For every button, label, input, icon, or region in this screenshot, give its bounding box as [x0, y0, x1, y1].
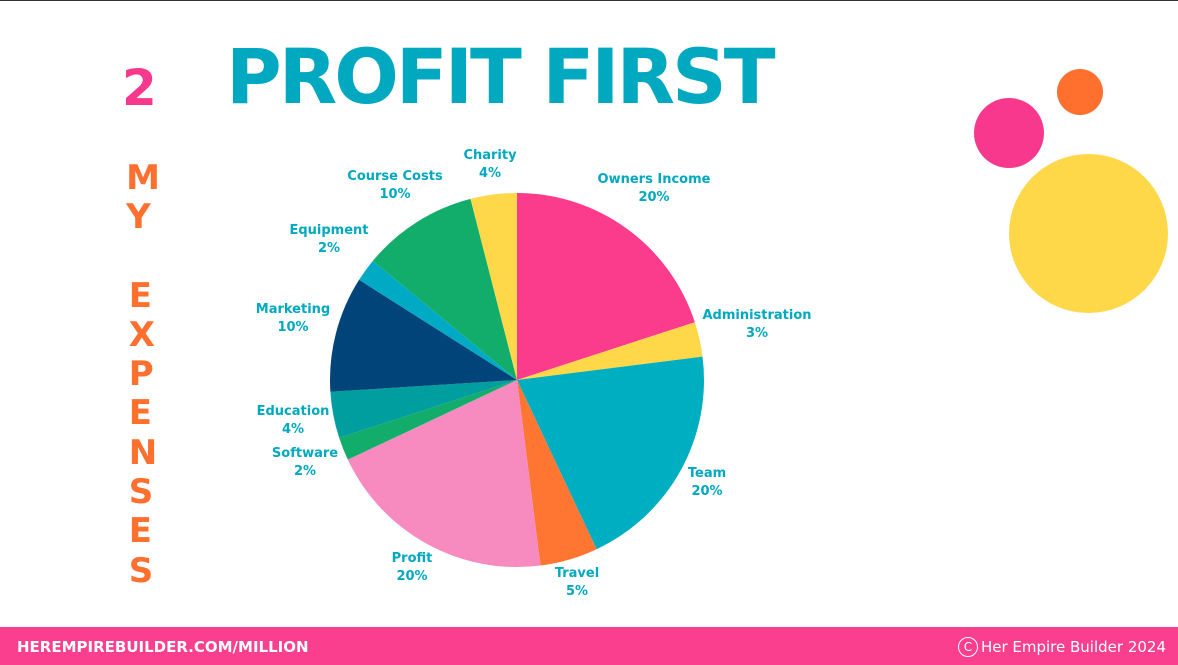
- pie-slice-owners-income: [517, 193, 695, 380]
- slice-label: Course Costs: [347, 169, 443, 184]
- pie-chart: Owners Income 20% Administration 3% Team 20% T…: [256, 148, 812, 599]
- slice-percent-label: 20%: [638, 190, 669, 205]
- slice-percent-label: 3%: [746, 326, 768, 341]
- pie-slice-software: [339, 380, 517, 460]
- vertical-letter: E: [128, 393, 152, 434]
- slice-label: Charity: [463, 148, 517, 163]
- pie-slice-charity: [470, 193, 517, 380]
- decor-circle-pink: [974, 98, 1044, 168]
- vertical-letter: S: [128, 550, 154, 591]
- slice-percent-label: 20%: [691, 484, 722, 499]
- pie-slice-administration: [517, 322, 703, 380]
- pie-slice-travel: [517, 380, 597, 566]
- vertical-letter: E: [128, 511, 152, 552]
- footer-bar: HEREMPIREBUILDER.COM/MILLION C Her Empir…: [0, 627, 1178, 665]
- pie-slice-marketing: [330, 279, 517, 392]
- slice-percent-label: 2%: [294, 464, 316, 479]
- slice-percent-label: 10%: [379, 187, 410, 202]
- footer-copyright: C Her Empire Builder 2024: [957, 637, 1166, 657]
- slice-percent-label: 20%: [396, 569, 427, 584]
- decor-circle-yellow: [1009, 154, 1168, 313]
- copyright-text: Her Empire Builder 2024: [980, 638, 1166, 656]
- slice-percent-label: 5%: [566, 584, 588, 599]
- slice-label: Administration: [702, 308, 811, 323]
- pie-slice-equipment: [359, 260, 517, 380]
- vertical-letter: S: [128, 472, 154, 513]
- vertical-letter: E: [128, 275, 152, 316]
- slice-label: Equipment: [289, 223, 368, 238]
- slice-label: Travel: [555, 566, 599, 581]
- slice-label: Education: [257, 404, 330, 419]
- slice-label: Owners Income: [598, 172, 711, 187]
- pie-slice-profit: [347, 380, 541, 567]
- decor-circle-orange: [1057, 69, 1103, 115]
- pie-slice-education: [330, 380, 517, 438]
- pie-slice-team: [517, 356, 704, 550]
- slice-percent-label: 10%: [277, 320, 308, 335]
- vertical-letter: X: [128, 314, 155, 355]
- vertical-letter: P: [128, 354, 154, 395]
- slide-title: PROFIT FIRST: [226, 32, 776, 121]
- vertical-letter: N: [128, 432, 158, 473]
- slice-percent-label: 4%: [282, 422, 304, 437]
- slice-label: Marketing: [256, 302, 330, 317]
- slice-label: Software: [272, 446, 338, 461]
- slice-percent-label: 4%: [479, 166, 501, 181]
- slice-percent-label: 2%: [318, 241, 340, 256]
- slide-number: 2: [122, 59, 157, 117]
- vertical-letter: Y: [126, 197, 151, 238]
- slice-label: Profit: [392, 551, 433, 566]
- vertical-letter: M: [126, 158, 160, 198]
- pie-slice-course-costs: [372, 198, 517, 380]
- footer-url[interactable]: HEREMPIREBUILDER.COM/MILLION: [17, 638, 309, 656]
- slice-label: Team: [688, 466, 726, 481]
- copyright-icon: C: [957, 637, 978, 657]
